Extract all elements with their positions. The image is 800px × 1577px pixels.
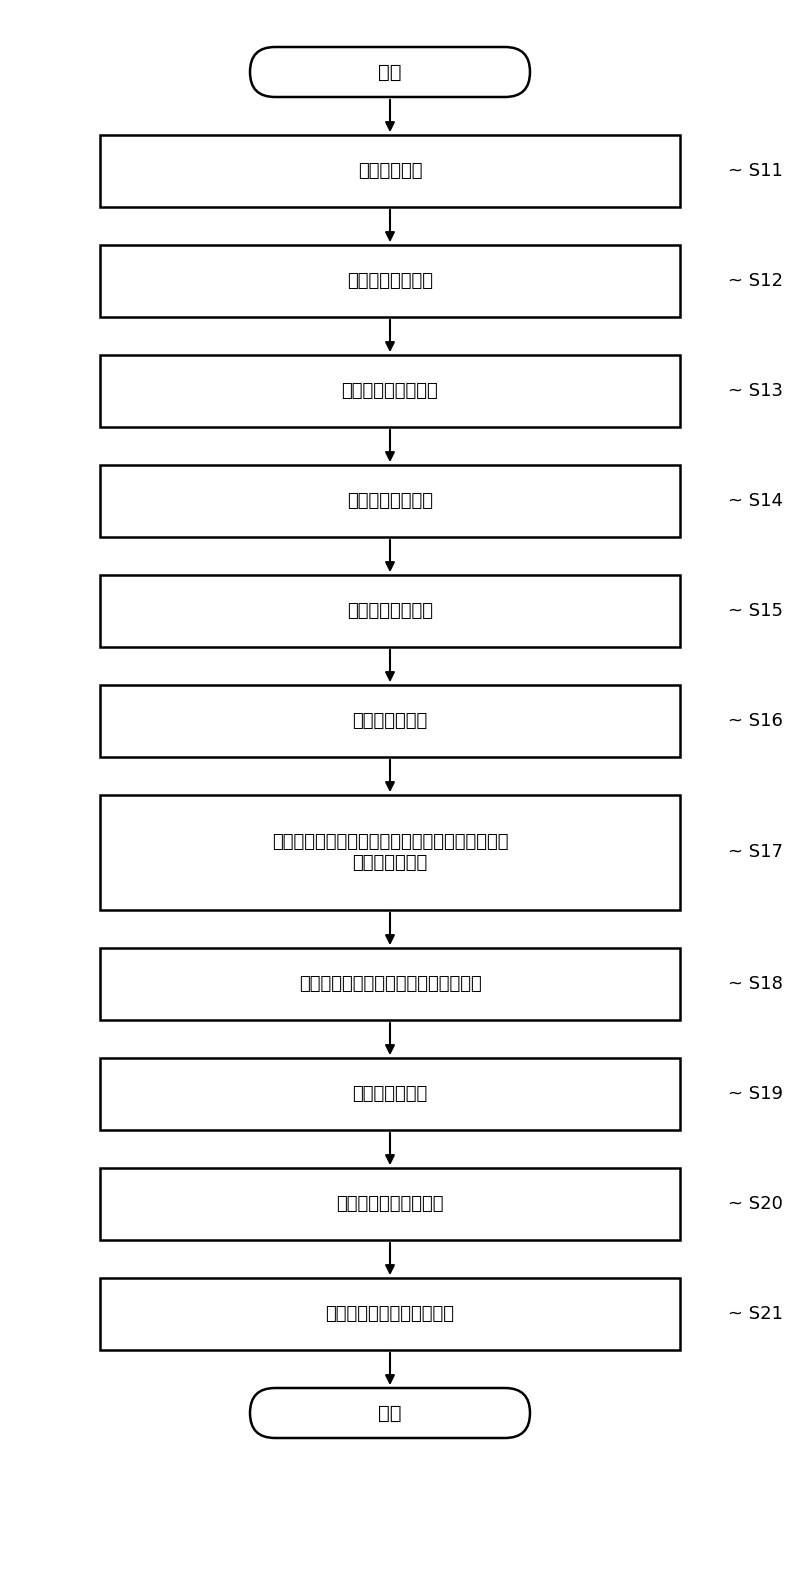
Text: 发射极蚀刻工序: 发射极蚀刻工序 <box>352 711 428 730</box>
Text: 低阻抗层形成工序: 低阻抗层形成工序 <box>347 602 433 620</box>
Text: ~ S21: ~ S21 <box>728 1306 783 1323</box>
FancyBboxPatch shape <box>100 684 680 757</box>
FancyBboxPatch shape <box>100 795 680 910</box>
Text: 开始: 开始 <box>378 63 402 82</box>
FancyBboxPatch shape <box>100 244 680 317</box>
Text: 基板准备工序: 基板准备工序 <box>358 162 422 180</box>
FancyBboxPatch shape <box>100 948 680 1020</box>
Text: ~ S17: ~ S17 <box>728 844 783 861</box>
Text: 发射极形成工序: 发射极形成工序 <box>352 1085 428 1102</box>
Text: ~ S13: ~ S13 <box>728 382 783 401</box>
Text: 沟道掺杂层形成工序: 沟道掺杂层形成工序 <box>342 382 438 401</box>
FancyBboxPatch shape <box>100 1169 680 1240</box>
Text: 界面非活化处理、表面保护膜形成工序: 界面非活化处理、表面保护膜形成工序 <box>298 975 482 994</box>
Text: ~ S19: ~ S19 <box>728 1085 783 1102</box>
Text: ~ S15: ~ S15 <box>728 602 783 620</box>
FancyBboxPatch shape <box>100 1058 680 1131</box>
Text: 层间膜与上层电极形成工序: 层间膜与上层电极形成工序 <box>326 1306 454 1323</box>
Text: 高阻抗层形成工序: 高阻抗层形成工序 <box>347 271 433 290</box>
FancyBboxPatch shape <box>250 47 530 98</box>
Text: ~ S16: ~ S16 <box>728 711 783 730</box>
FancyBboxPatch shape <box>100 1277 680 1350</box>
Text: ~ S12: ~ S12 <box>728 271 783 290</box>
FancyBboxPatch shape <box>100 355 680 427</box>
FancyBboxPatch shape <box>100 136 680 207</box>
Text: 基极区域形成工序: 基极区域形成工序 <box>347 492 433 509</box>
Text: ~ S18: ~ S18 <box>728 975 783 994</box>
FancyBboxPatch shape <box>100 576 680 647</box>
Text: 离子注入掩膜形成、基极触点用高浓度离子注入、
活化热处理工序: 离子注入掩膜形成、基极触点用高浓度离子注入、 活化热处理工序 <box>272 833 508 872</box>
FancyBboxPatch shape <box>100 465 680 538</box>
Text: 结束: 结束 <box>378 1404 402 1422</box>
Text: ~ S11: ~ S11 <box>728 162 783 180</box>
FancyBboxPatch shape <box>250 1388 530 1438</box>
Text: ~ S20: ~ S20 <box>728 1195 783 1213</box>
Text: ~ S14: ~ S14 <box>728 492 783 509</box>
Text: 基极、集电极形成工序: 基极、集电极形成工序 <box>336 1195 444 1213</box>
